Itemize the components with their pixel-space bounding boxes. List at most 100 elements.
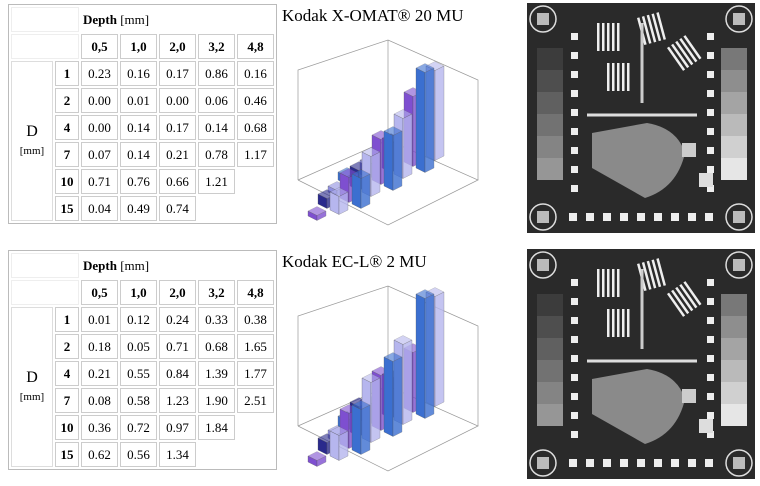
value-cell: 0.12 (120, 307, 157, 332)
line-pair (679, 283, 698, 309)
gray-step (721, 338, 747, 360)
empty-cell (237, 196, 274, 221)
bar-side (370, 377, 381, 443)
line-pair (656, 258, 666, 286)
bar-top (415, 63, 435, 73)
edge-square (707, 90, 714, 97)
edge-square (707, 128, 714, 135)
depth-label: Depth (83, 11, 117, 27)
gray-step (721, 48, 747, 70)
value-cell: 0.01 (81, 307, 118, 332)
data-row: 2 0.18 0.05 0.71 0.68 1.65 (11, 334, 274, 359)
bar-top (329, 187, 349, 197)
value-cell: 0.78 (198, 142, 235, 167)
bar-side (383, 130, 394, 191)
depth-label: Depth (83, 257, 117, 273)
value-cell: 0.07 (81, 142, 118, 167)
data-table: Depth [mm] 0,5 1,0 2,0 3,2 4,8 D [mm] 1 0.01 0.12 0… (8, 250, 277, 470)
bar-side (329, 430, 340, 461)
bar-side (424, 293, 435, 419)
small-square (699, 419, 713, 433)
bar-top (351, 169, 371, 179)
corner-marker (529, 203, 557, 231)
edge-square (654, 213, 662, 221)
gray-step (721, 136, 747, 158)
value-cell: 1.84 (198, 415, 235, 440)
edge-square (707, 412, 714, 419)
edge-square (569, 213, 577, 221)
bar-side (402, 113, 413, 179)
value-cell: 0.55 (120, 361, 157, 386)
value-cell: 0.00 (81, 115, 118, 140)
line-pair (671, 289, 690, 315)
data-row: D [mm] 1 0.01 0.12 0.24 0.33 0.38 (11, 307, 274, 467)
gray-step (721, 70, 747, 92)
value-cell: 0.38 (237, 307, 274, 332)
value-cell: 0.14 (120, 115, 157, 140)
depth-unit: [mm] (120, 257, 150, 273)
value-cell: 0.00 (81, 88, 118, 113)
row-axis-label: D [mm] (11, 307, 53, 467)
value-cell: 0.86 (198, 61, 235, 86)
value-cell: 0.21 (159, 142, 196, 167)
gray-step (537, 136, 563, 158)
edge-square (707, 52, 714, 59)
line-pair (607, 269, 610, 297)
corner-square (733, 259, 745, 271)
line-pair (651, 13, 662, 42)
column-header: 1,0 (120, 34, 157, 59)
blank-cell (11, 34, 79, 59)
line-pair (612, 309, 615, 337)
column-header: 0,5 (81, 280, 118, 305)
line-pair (667, 292, 686, 317)
edge-square (571, 128, 578, 135)
line-pair (671, 43, 690, 69)
edge-square (637, 459, 645, 467)
line-pair (627, 309, 630, 337)
value-cell: 0.74 (159, 196, 196, 221)
edge-square (571, 52, 578, 59)
data-row: 15 0.62 0.56 1.34 (11, 442, 274, 467)
data-row: 2 0.00 0.01 0.00 0.06 0.46 (11, 88, 274, 113)
line-pair (612, 63, 615, 91)
value-cell: 0.68 (198, 334, 235, 359)
data-row: 10 0.36 0.72 0.97 1.84 (11, 415, 274, 440)
bar-top (361, 147, 381, 157)
row-axis-label: D [mm] (11, 61, 53, 221)
value-cell: 2.51 (237, 388, 274, 413)
gray-step (721, 158, 747, 180)
corner-marker (529, 5, 557, 33)
corner-marker (725, 449, 753, 477)
axis-frame (297, 139, 479, 226)
edge-square (707, 431, 714, 438)
gray-step (537, 48, 563, 70)
gray-step (537, 382, 563, 404)
corner-square (733, 211, 745, 223)
line-pair (656, 12, 666, 40)
small-square (682, 389, 696, 403)
data-row: 7 0.07 0.14 0.21 0.78 1.17 (11, 142, 274, 167)
corner-square (537, 259, 549, 271)
phantom-image (527, 249, 755, 479)
corner-marker (725, 203, 753, 231)
edge-square (571, 279, 578, 286)
panel: Depth [mm] 0,5 1,0 2,0 3,2 4,8 D [mm] 1 0.01 0.12 0… (0, 246, 760, 486)
value-cell: 0.14 (198, 115, 235, 140)
line-pair (602, 23, 605, 51)
contrast-fan (592, 369, 685, 444)
small-square (682, 143, 696, 157)
row-label: 7 (55, 142, 79, 167)
bar-top (383, 352, 403, 362)
column-header: 3,2 (198, 280, 235, 305)
value-cell: 1.77 (237, 361, 274, 386)
bar-top (307, 206, 327, 216)
edge-square (571, 71, 578, 78)
gray-step (721, 114, 747, 136)
edge-square (705, 213, 713, 221)
bar-side (402, 339, 413, 425)
edge-square (707, 33, 714, 40)
line-pair (617, 309, 620, 337)
value-cell: 0.18 (81, 334, 118, 359)
gray-step (721, 382, 747, 404)
value-cell: 0.62 (81, 442, 118, 467)
